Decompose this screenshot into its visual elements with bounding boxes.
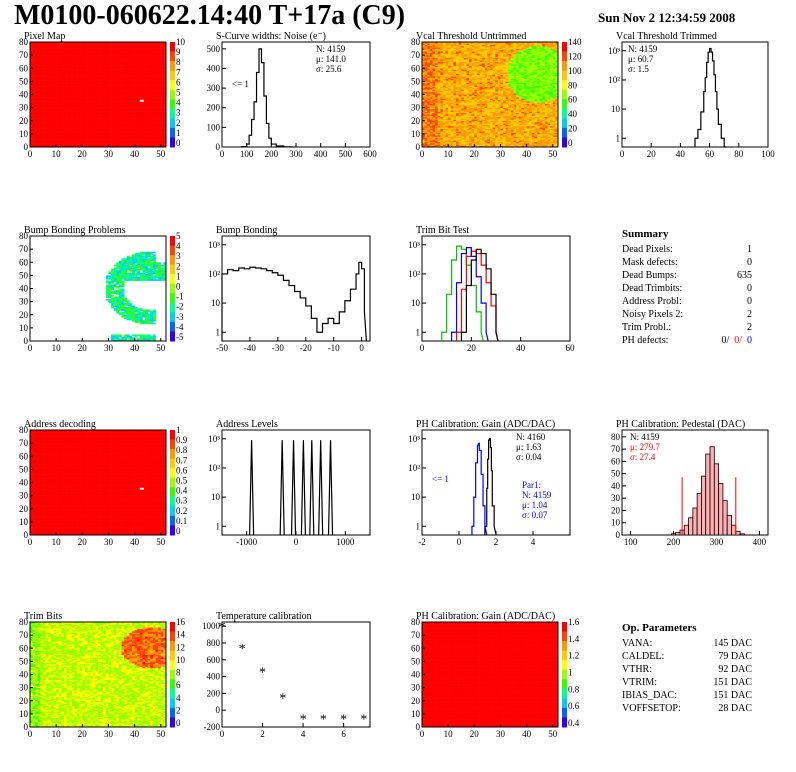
x-tick-label: 50	[156, 149, 166, 159]
color-scale-cell	[170, 99, 175, 109]
color-scale-cell	[170, 128, 175, 138]
color-scale-label: 3	[176, 108, 181, 118]
y-tick-label: 200	[207, 103, 221, 113]
x-tick-label: 200	[265, 149, 279, 159]
heatmap-cells	[30, 42, 166, 147]
x-tick-label: 600	[363, 149, 377, 159]
color-scale-cell	[170, 80, 175, 90]
y-tick-label: 100	[207, 122, 221, 132]
heatmap-cells	[422, 42, 558, 147]
chart-scurve-widths: S-Curve widths: Noise (e⁻) 0 100 200 300 400 5…	[207, 31, 378, 159]
chart-vcal-untrimmed: Vcal Threshold Untrimmed 1401201008060402…	[411, 31, 582, 159]
y-tick-label: 10	[19, 129, 29, 139]
x-tick-label: 30	[104, 149, 114, 159]
x-tick-label: 0	[220, 149, 225, 159]
color-scale-cell	[170, 118, 175, 128]
x-tick-label: 500	[339, 149, 353, 159]
panel-title: S-Curve widths: Noise (e⁻)	[216, 31, 326, 42]
x-tick-label: 40	[130, 149, 140, 159]
color-scale-label: 4	[176, 98, 181, 108]
color-scale-cell	[170, 109, 175, 119]
y-tick-label: 400	[207, 63, 221, 73]
color-scale-cell	[170, 61, 175, 71]
color-scale-label: 1	[176, 128, 181, 138]
color-scale-label: 7	[176, 67, 181, 77]
x-tick-label: 20	[78, 149, 88, 159]
x-tick-label: 300	[289, 149, 303, 159]
color-scale-label: 9	[176, 47, 181, 57]
panel-title: Pixel Map	[24, 31, 65, 42]
color-scale-label: 10	[176, 37, 186, 47]
y-tick-label: 0	[24, 142, 29, 152]
color-scale-label: 0	[176, 138, 181, 148]
color-scale-cell	[170, 137, 175, 147]
color-scale-cell	[170, 42, 175, 52]
y-tick-label: 300	[207, 83, 221, 93]
y-tick-label: 70	[19, 50, 29, 60]
y-tick-label: 30	[19, 103, 29, 113]
color-scale-label: 2	[176, 118, 181, 128]
x-tick-label: 100	[240, 149, 254, 159]
y-tick-label: 80	[19, 37, 29, 47]
y-tick-label: 500	[207, 44, 221, 54]
color-scale-cell	[170, 71, 175, 81]
color-scale-cell	[170, 90, 175, 100]
y-tick-label: 40	[19, 90, 29, 100]
stat-line: N: 4159	[316, 44, 346, 54]
stat-line: μ: 141.0	[316, 54, 346, 64]
x-tick-label: 400	[314, 149, 328, 159]
x-tick-label: 0	[28, 149, 33, 159]
stat-line: σ: 25.6	[316, 64, 342, 74]
color-scale-label: 5	[176, 88, 181, 98]
underflow-annotation: <= 1	[232, 79, 249, 89]
x-tick-label: 10	[52, 149, 62, 159]
y-tick-label: 20	[19, 116, 29, 126]
y-tick-label: 60	[19, 63, 29, 73]
color-scale-label: 8	[176, 57, 181, 67]
color-scale-label: 6	[176, 77, 181, 87]
dead-pixel	[140, 100, 144, 102]
y-tick-label: 50	[19, 76, 29, 86]
plot-frame	[222, 42, 370, 147]
panel-title: Vcal Threshold Untrimmed	[416, 31, 526, 42]
color-scale-cell	[170, 52, 175, 62]
